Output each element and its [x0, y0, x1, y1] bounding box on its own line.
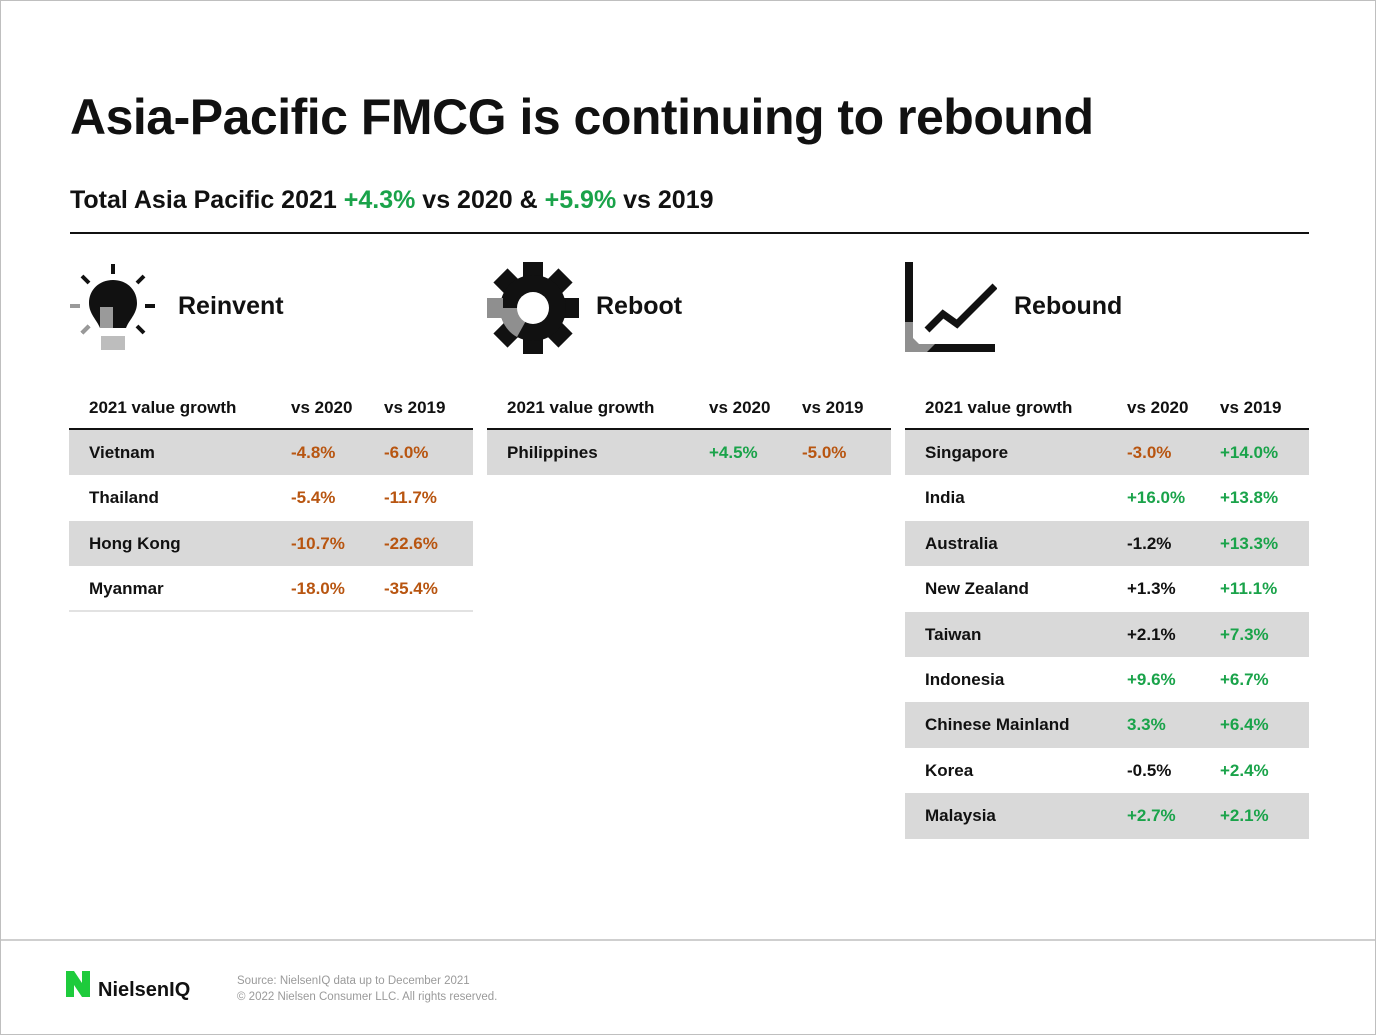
section-reinvent: Reinvent 2021 value growth vs 2020 vs 2019…: [69, 262, 473, 612]
table-row: Philippines +4.5% -5.0%: [487, 430, 891, 476]
country-cell: Indonesia: [925, 669, 1005, 689]
table-row: India +16.0% +13.8%: [905, 475, 1309, 520]
gear-icon: [487, 262, 579, 354]
vs-2020-cell: -3.0%: [1127, 443, 1172, 462]
growth-table: 2021 value growth vs 2020 vs 2019 Vietnam -4…: [69, 392, 473, 612]
country-cell: India: [925, 488, 965, 508]
country-cell: Singapore: [925, 443, 1009, 462]
country-cell: Thailand: [89, 488, 159, 508]
vs-2020-cell: +2.7%: [1127, 806, 1176, 826]
table-row: Malaysia +2.7% +2.1%: [905, 793, 1309, 839]
section-rebound: Rebound 2021 value growth vs 2020 vs 2019 S…: [905, 262, 1309, 839]
vs-2019-cell: +2.1%: [1220, 806, 1269, 826]
growth-chart-icon: [905, 262, 997, 352]
section-header: Rebound: [905, 262, 1309, 354]
vs-2020-cell: -5.4%: [291, 488, 336, 508]
country-cell: Korea: [925, 760, 974, 780]
vs-2019-cell: +14.0%: [1220, 443, 1279, 462]
section-header: Reboot: [487, 262, 891, 354]
column-header: vs 2019: [1220, 398, 1282, 417]
vs-2020-cell: +16.0%: [1127, 488, 1186, 508]
subtitle-text-3: vs 2019: [616, 186, 714, 214]
vs-2019-cell: -22.6%: [384, 533, 438, 553]
vs-2019-cell: +11.1%: [1220, 579, 1278, 599]
table-row: New Zealand +1.3% +11.1%: [905, 566, 1309, 611]
vs-2019-cell: -6.0%: [384, 443, 429, 462]
table-row: Hong Kong -10.7% -22.6%: [69, 520, 473, 567]
vs-2020-cell: +9.6%: [1127, 669, 1176, 689]
header-divider: [70, 232, 1309, 234]
vs-2019-cell: +13.3%: [1220, 533, 1279, 553]
country-cell: Vietnam: [89, 443, 155, 462]
section-label: Reboot: [596, 292, 683, 320]
table-row: Indonesia +9.6% +6.7%: [905, 657, 1309, 702]
source-note: Source: NielsenIQ data up to December 20…: [237, 975, 470, 987]
section-header: Reinvent: [69, 262, 473, 354]
column-header: 2021 value growth: [89, 398, 237, 417]
logo-text: NielsenIQ: [98, 979, 191, 1001]
table-header: 2021 value growth vs 2020 vs 2019: [487, 392, 891, 430]
section-label: Reinvent: [178, 292, 284, 320]
country-cell: Myanmar: [89, 579, 164, 599]
vs-2020-cell: +4.5%: [709, 443, 758, 462]
vs-2020-cell: -10.7%: [291, 533, 345, 553]
table-row: Singapore -3.0% +14.0%: [905, 430, 1309, 476]
growth-table: 2021 value growth vs 2020 vs 2019 Singapore…: [905, 392, 1309, 839]
vs-2020-cell: +2.1%: [1127, 624, 1176, 644]
section-reboot: Reboot 2021 value growth vs 2020 vs 2019 Ph…: [487, 262, 891, 476]
vs-2019-cell: -35.4%: [384, 579, 438, 599]
page-title: Asia-Pacific FMCG is continuing to rebou…: [70, 89, 1094, 145]
column-header: vs 2020: [291, 398, 353, 417]
country-cell: Hong Kong: [89, 533, 181, 553]
country-cell: Australia: [925, 533, 998, 553]
subtitle-growth-vs-2019: +5.9%: [544, 186, 617, 214]
vs-2019-cell: +2.4%: [1220, 760, 1269, 780]
footer-divider: [1, 939, 1375, 941]
vs-2020-cell: 3.3%: [1127, 715, 1166, 735]
vs-2020-cell: +1.3%: [1127, 579, 1176, 599]
country-cell: Chinese Mainland: [925, 715, 1070, 735]
section-label: Rebound: [1014, 292, 1123, 320]
vs-2019-cell: -5.0%: [802, 443, 847, 462]
column-header: 2021 value growth: [925, 398, 1073, 417]
growth-table: 2021 value growth vs 2020 vs 2019 Philippin…: [487, 392, 891, 476]
country-cell: Malaysia: [925, 806, 996, 826]
table-row: Korea -0.5% +2.4%: [905, 748, 1309, 793]
country-cell: Philippines: [507, 443, 598, 462]
vs-2020-cell: -18.0%: [291, 579, 345, 599]
table-header: 2021 value growth vs 2020 vs 2019: [905, 392, 1309, 430]
vs-2019-cell: +6.4%: [1220, 715, 1269, 735]
table-row: Thailand -5.4% -11.7%: [69, 475, 473, 520]
column-header: vs 2019: [384, 398, 446, 417]
table-row: Myanmar -18.0% -35.4%: [69, 566, 473, 612]
subtitle-text-2: vs 2020 &: [415, 186, 545, 214]
vs-2019-cell: -11.7%: [384, 488, 437, 508]
subtitle: Total Asia Pacific 2021 +4.3% vs 2020 & …: [70, 186, 714, 215]
table-row: Australia -1.2% +13.3%: [905, 520, 1309, 567]
column-header: vs 2019: [802, 398, 864, 417]
copyright-note: © 2022 Nielsen Consumer LLC. All rights …: [237, 991, 498, 1003]
vs-2019-cell: +6.7%: [1220, 669, 1269, 689]
vs-2020-cell: -1.2%: [1127, 533, 1172, 553]
table-row: Taiwan +2.1% +7.3%: [905, 611, 1309, 657]
column-header: 2021 value growth: [507, 398, 655, 417]
table-row: Vietnam -4.8% -6.0%: [69, 430, 473, 476]
column-header: vs 2020: [709, 398, 771, 417]
table-row: Chinese Mainland 3.3% +6.4%: [905, 702, 1309, 748]
column-header: vs 2020: [1127, 398, 1189, 417]
nielseniq-logo: [66, 971, 90, 997]
subtitle-text-1: Total Asia Pacific 2021: [70, 186, 344, 214]
vs-2019-cell: +13.8%: [1220, 488, 1279, 508]
country-cell: Taiwan: [925, 624, 982, 644]
country-cell: New Zealand: [925, 579, 1029, 599]
lightbulb-icon: [70, 264, 155, 350]
vs-2020-cell: -4.8%: [291, 443, 336, 462]
table-header: 2021 value growth vs 2020 vs 2019: [69, 392, 473, 430]
vs-2019-cell: +7.3%: [1220, 624, 1269, 644]
subtitle-growth-vs-2020: +4.3%: [343, 186, 416, 214]
vs-2020-cell: -0.5%: [1127, 760, 1172, 780]
